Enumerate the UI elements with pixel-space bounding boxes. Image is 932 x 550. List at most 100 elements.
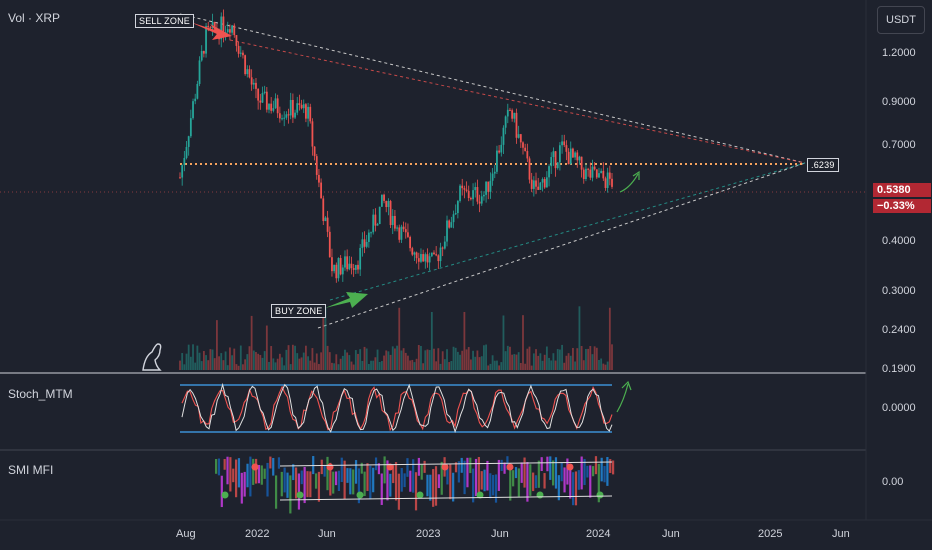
candle-body: [556, 162, 559, 169]
mfi-signal-dot: [596, 491, 604, 499]
candle-body: [400, 226, 403, 240]
candle-body: [433, 252, 435, 255]
mfi-bar: [517, 468, 520, 497]
sell-zone-label[interactable]: SELL ZONE: [135, 14, 194, 28]
currency-button[interactable]: USDT: [877, 6, 925, 34]
volume-bar: [346, 352, 349, 370]
target-level-label[interactable]: .6239: [807, 158, 839, 172]
mfi-bar: [237, 458, 241, 488]
candle-body: [504, 116, 507, 128]
volume-bar: [517, 352, 520, 370]
candle-body: [422, 254, 425, 262]
volume-bar: [430, 311, 433, 370]
mfi-bar: [274, 475, 278, 509]
mfi-bar: [597, 463, 600, 503]
candle-body: [469, 198, 472, 200]
candle-body: [320, 182, 323, 199]
candle-body: [513, 112, 516, 119]
mfi-bar: [326, 456, 329, 491]
mfi-bar: [397, 473, 400, 510]
buy-zone-label[interactable]: BUY ZONE: [271, 304, 327, 318]
candle-body: [189, 118, 192, 137]
candle-body: [283, 117, 286, 119]
mfi-bar: [372, 467, 375, 493]
mfi-bar: [483, 469, 486, 492]
mfi-bar: [377, 463, 380, 475]
candle-body: [285, 114, 288, 118]
mfi-bar: [394, 462, 398, 501]
volume-bar: [530, 365, 533, 370]
support-trendline[interactable]: [329, 162, 806, 301]
volume-bar: [483, 345, 485, 370]
candle-body: [572, 148, 574, 158]
volume-bar: [315, 353, 318, 370]
mfi-bar: [526, 462, 529, 502]
volume-bar: [602, 363, 605, 370]
resistance-trendline[interactable]: [229, 39, 806, 164]
candle-body: [326, 217, 329, 232]
mfi-bar: [589, 465, 592, 498]
mfi-bar: [312, 456, 315, 475]
mfi-bar: [292, 464, 295, 481]
candle-body: [229, 29, 231, 33]
candlestick-series: [179, 9, 613, 283]
candle-body: [593, 166, 596, 170]
mfi-bar: [534, 475, 538, 489]
candle-body: [524, 147, 527, 152]
mfi-bar: [280, 471, 283, 497]
candle-body: [398, 227, 401, 240]
candle-body: [435, 254, 438, 256]
candle-body: [598, 173, 600, 178]
mfi-bar: [546, 456, 549, 472]
volume-bar: [519, 362, 522, 370]
volume-bar: [359, 349, 362, 370]
volume-bar: [259, 354, 262, 370]
candle-body: [239, 52, 242, 54]
mfi-bar: [363, 471, 366, 496]
candle-body: [567, 151, 570, 165]
candle-body: [278, 113, 281, 119]
volume-bar: [246, 354, 249, 370]
mfi-bar: [594, 456, 598, 475]
candle-body: [357, 264, 359, 270]
candle-body: [211, 21, 214, 28]
lower-trendline[interactable]: [317, 162, 806, 329]
volume-bar: [389, 354, 392, 370]
volume-bar: [400, 350, 403, 370]
volume-bar: [270, 346, 273, 370]
candle-body: [348, 263, 351, 270]
time-tick: Aug: [176, 528, 196, 540]
upper-trendline[interactable]: [179, 13, 806, 164]
candle-body: [515, 112, 518, 138]
mfi-signal-dot: [356, 491, 364, 499]
mfi-bar: [457, 461, 460, 483]
mfi-bar: [383, 456, 386, 484]
candle-body: [409, 236, 412, 249]
volume-bar: [333, 363, 336, 370]
candle-body: [608, 172, 611, 179]
volume-bar: [422, 363, 425, 370]
volume-bar: [328, 352, 331, 370]
price-tick: 0.9000: [882, 96, 916, 108]
candle-body: [506, 109, 509, 117]
volume-bar: [179, 360, 181, 370]
volume-bar: [611, 344, 613, 370]
volume-bar: [522, 315, 524, 370]
candle-body: [519, 134, 522, 143]
candle-body: [522, 142, 524, 148]
candle-body: [335, 264, 338, 279]
time-tick: Jun: [491, 528, 509, 540]
mfi-bar: [249, 456, 252, 497]
volume-bar: [515, 354, 518, 370]
volume-bar: [278, 353, 281, 370]
volume-bar: [376, 349, 379, 370]
mfi-bar: [540, 457, 543, 472]
volume-bar: [509, 346, 511, 370]
candle-body: [185, 146, 188, 158]
mfi-axis-label: 0.00: [882, 476, 904, 488]
volume-bar: [591, 354, 594, 370]
volume-bar: [365, 348, 368, 370]
stoch-arrowhead-icon: [621, 380, 632, 391]
candle-body: [463, 188, 466, 190]
